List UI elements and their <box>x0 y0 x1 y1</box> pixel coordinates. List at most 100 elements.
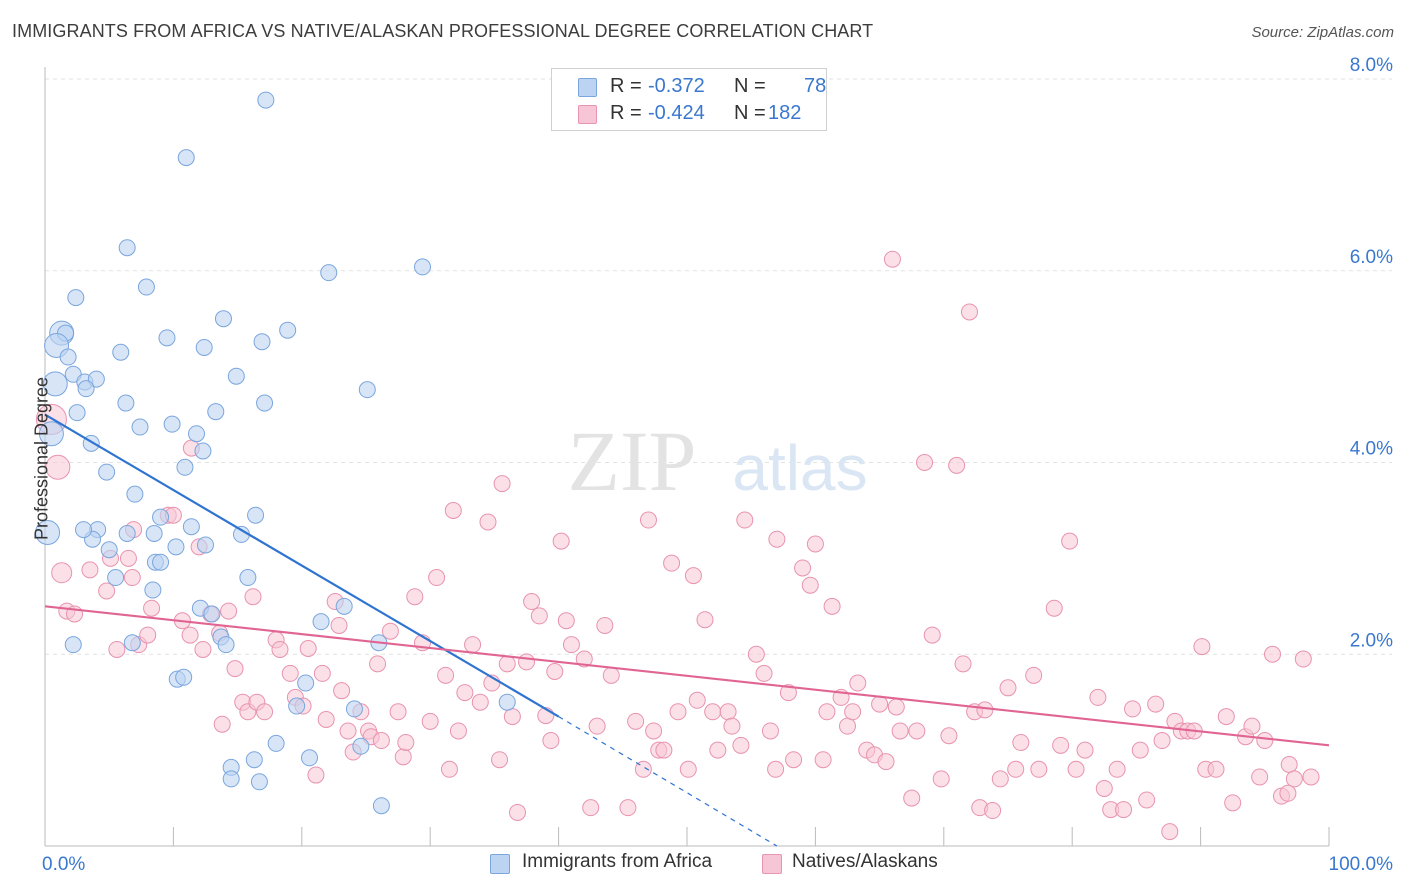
data-point-africa <box>256 394 274 412</box>
data-point-natives <box>1007 760 1025 778</box>
data-point-natives <box>823 597 841 615</box>
data-point-africa <box>163 415 181 433</box>
data-point-natives <box>339 722 357 740</box>
data-point-natives <box>696 611 714 629</box>
data-point-africa <box>345 700 363 718</box>
data-point-africa <box>98 463 116 481</box>
legend-r-label: R = <box>610 102 642 124</box>
data-point-africa <box>137 278 155 296</box>
data-point-africa <box>188 425 206 443</box>
data-point-africa <box>352 737 370 755</box>
correlation-legend: R = -0.372 N = 78 R = -0.424 N = 182 <box>551 68 827 131</box>
data-point-natives <box>704 703 722 721</box>
legend-swatch-blue <box>578 78 597 97</box>
data-point-africa <box>297 674 315 692</box>
data-point-natives <box>1251 768 1269 786</box>
data-point-natives <box>999 679 1017 697</box>
data-point-natives <box>1052 736 1070 754</box>
data-point-africa <box>227 367 245 385</box>
data-point-natives <box>1045 599 1063 617</box>
data-point-natives <box>330 616 348 634</box>
data-point-natives <box>1207 760 1225 778</box>
data-point-natives <box>546 663 564 681</box>
data-point-africa <box>117 394 135 412</box>
data-point-africa <box>195 338 213 356</box>
legend-r-label: R = <box>610 75 642 97</box>
data-point-africa <box>267 734 285 752</box>
bottom-legend-label: Immigrants from Africa <box>522 851 713 872</box>
data-point-natives <box>877 753 895 771</box>
data-point-natives <box>1243 717 1261 735</box>
data-point-natives <box>333 682 351 700</box>
data-point-natives <box>1280 756 1298 774</box>
data-point-africa <box>126 485 144 503</box>
data-point-natives <box>518 653 535 671</box>
data-point-natives <box>81 561 99 579</box>
data-point-natives <box>814 751 832 769</box>
data-point-africa <box>250 773 268 791</box>
data-point-natives <box>663 554 681 572</box>
data-point-natives <box>372 732 390 750</box>
data-point-natives <box>119 549 137 567</box>
data-point-natives <box>406 588 424 606</box>
data-point-natives <box>421 712 439 730</box>
source-label: Source: ZipAtlas.com <box>1251 24 1394 41</box>
data-point-africa <box>222 770 240 788</box>
data-point-africa <box>279 321 297 339</box>
data-point-africa <box>335 597 353 615</box>
data-point-natives <box>449 722 467 740</box>
legend-swatch-pink <box>578 105 597 124</box>
data-point-natives <box>709 741 727 759</box>
data-point-natives <box>761 722 779 740</box>
data-point-natives <box>684 567 702 585</box>
data-point-natives <box>940 727 958 745</box>
data-point-africa <box>175 668 193 686</box>
data-point-africa <box>152 553 170 571</box>
data-point-natives <box>181 626 199 644</box>
data-point-natives <box>1124 700 1142 718</box>
data-point-africa <box>207 403 225 421</box>
data-point-natives <box>948 456 966 474</box>
data-point-natives <box>871 695 889 713</box>
data-point-africa <box>197 536 214 554</box>
data-point-natives <box>139 626 157 644</box>
data-point-natives <box>220 602 238 620</box>
trend-line-africa-extension <box>558 716 778 847</box>
series-natives-points <box>35 250 1320 841</box>
data-point-africa <box>203 605 221 623</box>
data-point-natives <box>226 660 244 678</box>
data-point-natives <box>903 789 921 807</box>
data-point-natives <box>213 715 231 733</box>
data-point-natives <box>1067 760 1085 778</box>
data-point-natives <box>839 717 856 735</box>
data-point-natives <box>887 698 905 716</box>
bottom-legend-label: Natives/Alaskans <box>792 851 938 872</box>
data-point-natives <box>1193 638 1211 656</box>
data-point-natives <box>299 639 317 657</box>
data-point-africa <box>75 521 93 539</box>
data-point-africa <box>239 569 257 587</box>
data-point-natives <box>1302 768 1320 786</box>
data-point-africa <box>358 381 376 399</box>
data-point-natives <box>916 454 934 471</box>
grid-lines <box>45 78 1392 655</box>
data-point-natives <box>883 250 901 268</box>
data-point-natives <box>588 717 606 735</box>
watermark-atlas: atlas <box>732 432 867 504</box>
data-point-africa <box>372 797 390 815</box>
data-point-natives <box>679 760 697 778</box>
data-point-natives <box>1147 695 1165 713</box>
data-point-natives <box>1294 650 1312 668</box>
data-point-natives <box>960 303 978 321</box>
data-point-natives <box>479 513 497 531</box>
data-point-natives <box>923 626 941 644</box>
y-tick-label: 6.0% <box>1350 247 1393 268</box>
data-point-natives <box>98 582 116 600</box>
data-point-africa <box>301 749 319 767</box>
data-point-natives <box>397 733 415 751</box>
data-point-africa <box>257 91 275 109</box>
data-point-africa <box>176 458 194 476</box>
data-point-africa <box>42 371 68 397</box>
data-point-natives <box>785 751 803 769</box>
watermark-zip: ZIP <box>568 413 697 509</box>
